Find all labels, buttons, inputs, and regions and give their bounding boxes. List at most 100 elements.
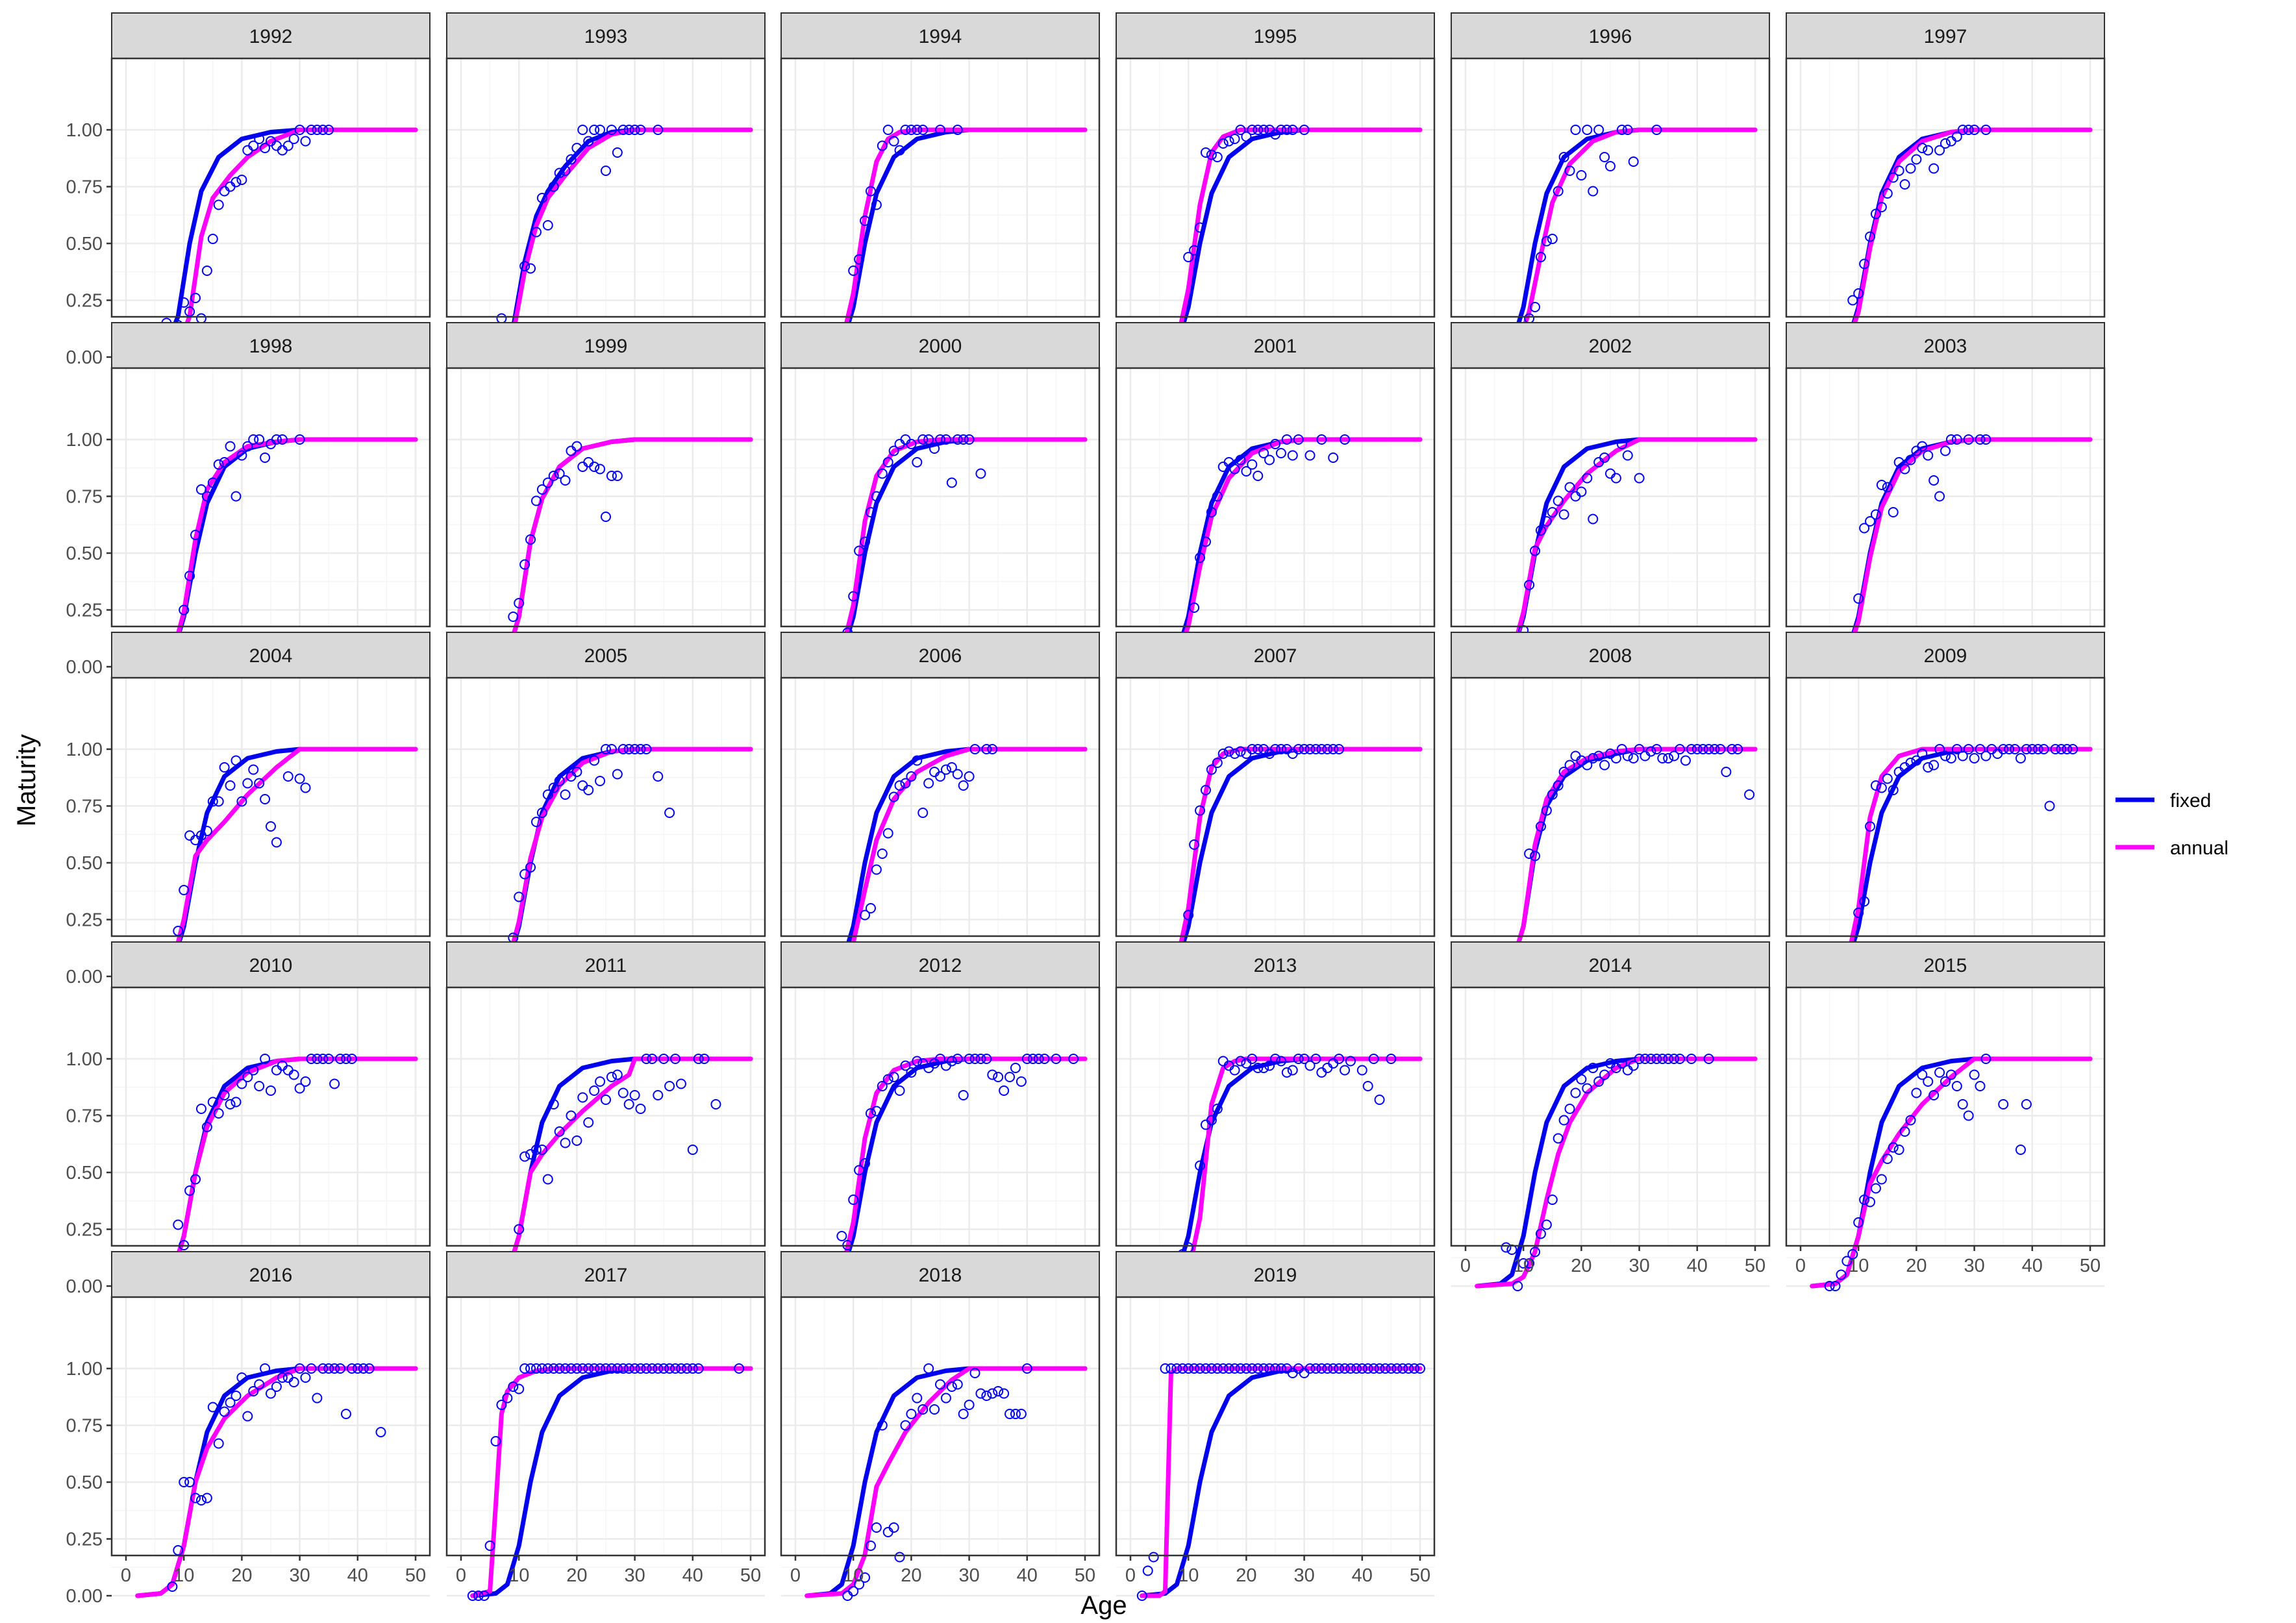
y-tick-label: 0.00 bbox=[66, 657, 103, 678]
data-point bbox=[502, 1393, 513, 1404]
x-tick-label: 40 bbox=[2022, 1256, 2043, 1276]
data-point bbox=[1293, 744, 1304, 754]
data-point bbox=[566, 1110, 577, 1121]
facet-strip bbox=[446, 12, 766, 59]
data-point bbox=[1235, 454, 1246, 465]
data-point bbox=[190, 530, 201, 540]
data-point bbox=[877, 468, 888, 479]
x-tick-label: 40 bbox=[1352, 1565, 1373, 1586]
data-point bbox=[1212, 1104, 1223, 1114]
data-point bbox=[542, 477, 553, 488]
data-point bbox=[1588, 514, 1599, 525]
facet-panel-1997: 1997 bbox=[1785, 12, 2106, 362]
facet-panel-2003: 2003 bbox=[1785, 322, 2106, 672]
data-point bbox=[219, 1090, 230, 1100]
data-point bbox=[1206, 507, 1217, 517]
data-point bbox=[1039, 1054, 1050, 1064]
data-point bbox=[1928, 1090, 1940, 1100]
panel-border bbox=[1785, 367, 2106, 628]
facet-panel-1992: 1992 0.00 0.25 0.50 0.75 1.00 bbox=[66, 12, 431, 368]
x-tick-label: 30 bbox=[1628, 1256, 1649, 1276]
data-point bbox=[1934, 145, 1945, 156]
data-point bbox=[981, 744, 992, 754]
data-point bbox=[1975, 1081, 1986, 1091]
data-point bbox=[260, 1054, 271, 1064]
data-point bbox=[1362, 1363, 1373, 1374]
data-point bbox=[364, 1363, 375, 1374]
data-point bbox=[848, 591, 859, 602]
x-tick-label: 10 bbox=[173, 1565, 194, 1586]
data-point bbox=[1582, 473, 1593, 484]
data-point bbox=[1830, 1281, 1841, 1291]
data-point bbox=[1241, 1363, 1252, 1374]
data-point bbox=[871, 491, 882, 502]
data-point bbox=[1518, 1258, 1529, 1269]
data-point bbox=[1923, 1076, 1934, 1087]
data-point bbox=[653, 771, 664, 782]
y-tick-label: 0.25 bbox=[66, 291, 103, 312]
data-point bbox=[1945, 434, 1956, 445]
data-point bbox=[1212, 491, 1223, 502]
data-point bbox=[312, 125, 323, 135]
data-point bbox=[1553, 1133, 1564, 1144]
facet-panel-2005: 2005 bbox=[445, 632, 766, 982]
data-point bbox=[929, 1404, 940, 1415]
data-point bbox=[999, 1085, 1010, 1096]
data-point bbox=[554, 468, 565, 479]
data-point bbox=[1721, 767, 1732, 777]
data-point bbox=[1969, 125, 1980, 135]
data-point bbox=[1882, 1154, 1893, 1164]
data-point bbox=[536, 193, 547, 203]
data-point bbox=[940, 1393, 951, 1404]
data-point bbox=[179, 885, 190, 895]
data-point bbox=[1853, 593, 1864, 604]
data-point bbox=[1541, 1219, 1552, 1230]
data-point bbox=[618, 1087, 629, 1098]
data-point bbox=[1258, 125, 1269, 135]
data-point bbox=[294, 1083, 305, 1094]
data-point bbox=[1356, 1065, 1367, 1076]
data-point bbox=[318, 1363, 329, 1374]
data-point bbox=[231, 1391, 242, 1401]
x-tick-label: 30 bbox=[1293, 1565, 1314, 1586]
x-tick-label: 50 bbox=[740, 1565, 761, 1586]
data-point bbox=[877, 849, 888, 859]
data-point bbox=[1217, 749, 1229, 759]
data-point bbox=[1593, 125, 1604, 135]
data-point bbox=[1876, 782, 1887, 793]
facet-strip bbox=[780, 941, 1100, 988]
data-point bbox=[260, 143, 271, 153]
data-point bbox=[536, 1363, 547, 1374]
data-point bbox=[1247, 459, 1258, 470]
x-tick-label: 20 bbox=[901, 1565, 921, 1586]
data-point bbox=[195, 484, 206, 495]
data-point bbox=[1980, 1054, 1991, 1064]
data-point bbox=[1888, 172, 1899, 183]
facet-panel-1994: 1994 bbox=[780, 12, 1101, 362]
data-point bbox=[1934, 491, 1945, 502]
data-point bbox=[1663, 753, 1674, 763]
data-point bbox=[601, 1095, 611, 1105]
data-point bbox=[595, 776, 606, 786]
data-point bbox=[860, 1572, 871, 1583]
data-point bbox=[1975, 744, 1986, 754]
data-point bbox=[201, 1122, 212, 1132]
facet-panel-2006: 2006 bbox=[780, 632, 1101, 982]
data-point bbox=[906, 1409, 917, 1419]
data-point bbox=[300, 136, 311, 147]
data-point bbox=[1899, 464, 1910, 475]
facet-strip-label: 2013 bbox=[1254, 955, 1297, 976]
data-point bbox=[1882, 482, 1893, 493]
data-point bbox=[525, 263, 536, 274]
y-tick-label: 0.00 bbox=[66, 967, 103, 987]
data-point bbox=[987, 1069, 998, 1080]
data-point bbox=[1374, 1363, 1385, 1374]
data-point bbox=[1380, 1363, 1391, 1374]
data-point bbox=[1951, 434, 1962, 445]
data-point bbox=[577, 125, 588, 135]
data-point bbox=[2021, 744, 2032, 754]
data-point bbox=[1940, 1076, 1951, 1087]
data-point bbox=[1530, 302, 1541, 312]
data-point bbox=[1270, 1363, 1280, 1374]
